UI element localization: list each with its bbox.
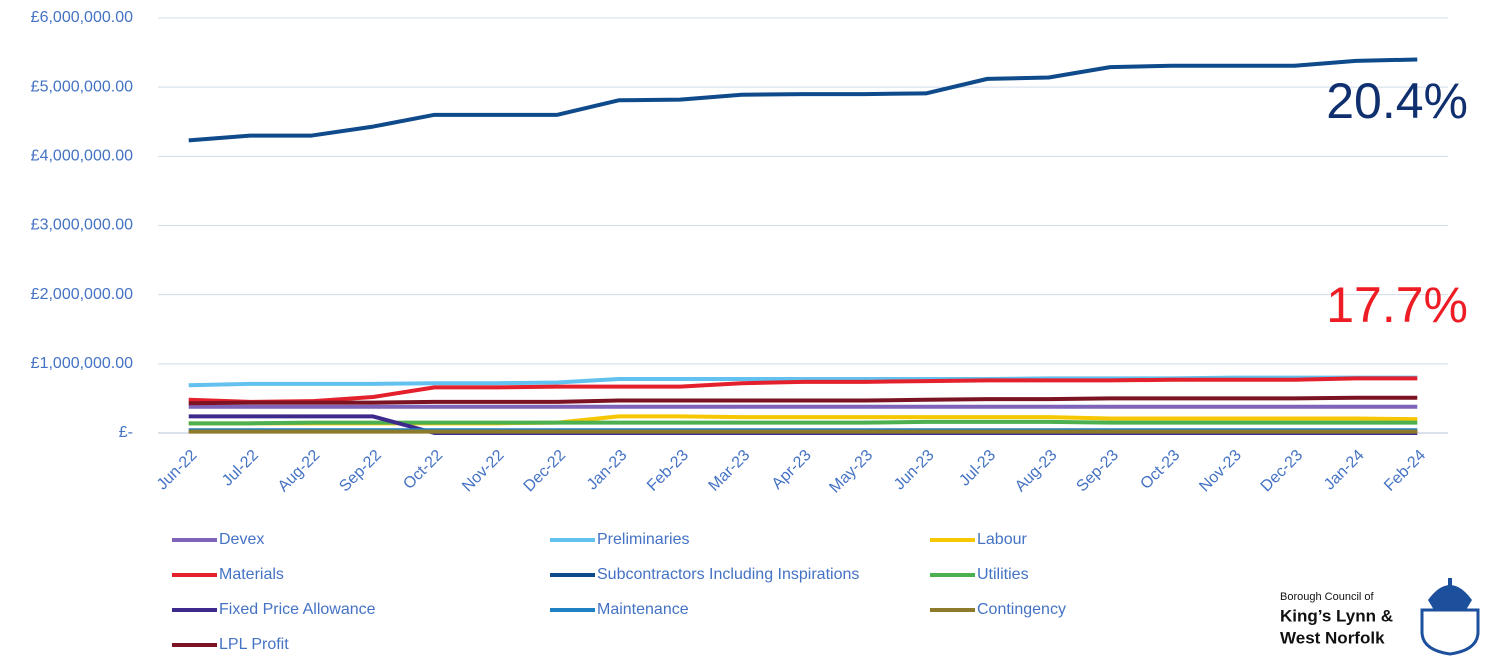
x-tick-label: Dec-22 bbox=[521, 447, 570, 496]
legend-label: Contingency bbox=[977, 601, 1066, 618]
y-tick-label: £3,000,000.00 bbox=[31, 217, 133, 234]
legend-label: Utilities bbox=[977, 566, 1029, 583]
annotation: 17.7% bbox=[1326, 277, 1468, 333]
x-tick-label: Aug-23 bbox=[1012, 447, 1061, 496]
x-tick-label: Jun-23 bbox=[891, 447, 938, 494]
x-tick-label: Feb-23 bbox=[644, 447, 692, 495]
crest-cross bbox=[1440, 578, 1460, 598]
x-tick-label: Jul-22 bbox=[219, 447, 262, 490]
crest bbox=[1420, 608, 1480, 656]
legend-label: Preliminaries bbox=[597, 531, 689, 548]
logo-line: King’s Lynn & bbox=[1280, 606, 1393, 625]
annotation: 20.4% bbox=[1326, 73, 1468, 129]
legend-label: Materials bbox=[219, 566, 284, 583]
series-line bbox=[188, 57, 1418, 143]
legend-label: Devex bbox=[219, 531, 264, 548]
series-line bbox=[188, 395, 1418, 406]
logo: Borough Council of King’s Lynn & West No… bbox=[1280, 578, 1480, 656]
legend-label: Labour bbox=[977, 531, 1027, 548]
series-line bbox=[188, 376, 1418, 404]
logo-line: West Norfolk bbox=[1280, 628, 1385, 647]
x-tick-label: Dec-23 bbox=[1258, 447, 1307, 496]
x-tick-label: Sep-23 bbox=[1073, 447, 1122, 496]
x-tick-label: Sep-22 bbox=[336, 447, 385, 496]
y-tick-label: £6,000,000.00 bbox=[31, 9, 133, 26]
x-tick-label: Oct-22 bbox=[400, 447, 446, 493]
legend-label: Maintenance bbox=[597, 601, 689, 618]
x-tick-label: Jan-24 bbox=[1321, 447, 1368, 494]
x-tick-label: Nov-22 bbox=[459, 447, 508, 496]
y-tick-label: £2,000,000.00 bbox=[31, 286, 133, 303]
legend-label: LPL Profit bbox=[219, 636, 289, 653]
y-tick-label: £- bbox=[119, 424, 133, 441]
x-tick-label: Feb-24 bbox=[1381, 447, 1429, 495]
series-line bbox=[188, 419, 1418, 426]
x-tick-label: Mar-23 bbox=[706, 447, 754, 495]
x-tick-label: May-23 bbox=[826, 447, 876, 497]
x-tick-label: Oct-23 bbox=[1137, 447, 1183, 493]
legend-label: Fixed Price Allowance bbox=[219, 601, 376, 618]
x-tick-label: Jul-23 bbox=[956, 447, 999, 490]
x-tick-label: Jun-22 bbox=[154, 447, 201, 494]
x-tick-label: Jan-23 bbox=[584, 447, 631, 494]
logo-line: Borough Council of bbox=[1280, 591, 1375, 603]
y-tick-label: £4,000,000.00 bbox=[31, 148, 133, 165]
y-tick-label: £1,000,000.00 bbox=[31, 355, 133, 372]
x-tick-label: Aug-22 bbox=[275, 447, 324, 496]
x-tick-label: Nov-23 bbox=[1196, 447, 1245, 496]
x-tick-label: Apr-23 bbox=[769, 447, 815, 493]
y-tick-label: £5,000,000.00 bbox=[31, 78, 133, 95]
legend-label: Subcontractors Including Inspirations bbox=[597, 566, 859, 583]
